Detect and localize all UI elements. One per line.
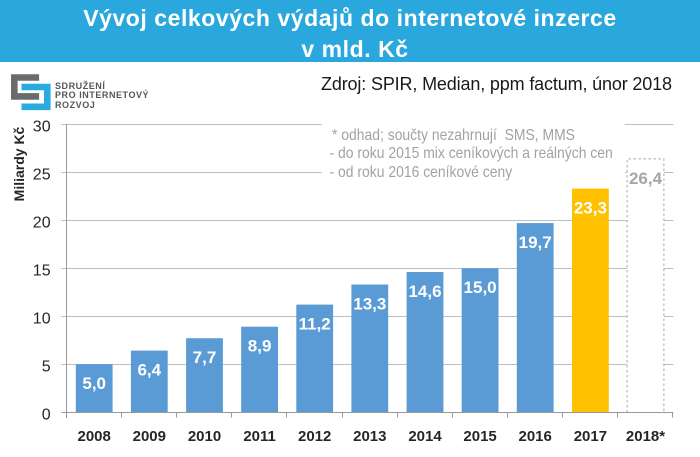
svg-text:20: 20 xyxy=(33,215,51,232)
svg-text:2011: 2011 xyxy=(243,428,276,445)
svg-text:0: 0 xyxy=(42,406,51,423)
svg-text:2014: 2014 xyxy=(408,428,442,445)
svg-text:2013: 2013 xyxy=(353,428,386,445)
svg-text:23,3: 23,3 xyxy=(574,199,607,218)
svg-text:13,3: 13,3 xyxy=(353,295,386,314)
svg-text:10: 10 xyxy=(33,310,51,327)
svg-text:7,7: 7,7 xyxy=(193,348,217,367)
svg-text:19,7: 19,7 xyxy=(519,233,552,252)
svg-text:26,4: 26,4 xyxy=(629,169,663,188)
svg-text:2012: 2012 xyxy=(298,428,331,445)
svg-text:8,9: 8,9 xyxy=(248,337,272,356)
svg-text:2009: 2009 xyxy=(133,428,166,445)
svg-text:Miliardy Kč: Miliardy Kč xyxy=(11,126,27,201)
svg-text:25: 25 xyxy=(33,167,51,184)
svg-text:30: 30 xyxy=(33,119,51,136)
svg-text:14,6: 14,6 xyxy=(408,282,441,301)
svg-text:2017: 2017 xyxy=(574,428,607,445)
svg-text:2015: 2015 xyxy=(463,428,496,445)
svg-text:5: 5 xyxy=(42,358,51,375)
svg-text:15: 15 xyxy=(33,262,51,279)
svg-text:2016: 2016 xyxy=(519,428,552,445)
svg-text:2010: 2010 xyxy=(188,428,221,445)
svg-text:11,2: 11,2 xyxy=(299,315,331,334)
svg-text:2008: 2008 xyxy=(78,428,111,445)
svg-text:6,4: 6,4 xyxy=(137,361,161,380)
svg-text:5,0: 5,0 xyxy=(82,374,106,393)
svg-text:15,0: 15,0 xyxy=(464,278,497,297)
svg-text:2018*: 2018* xyxy=(626,428,665,445)
